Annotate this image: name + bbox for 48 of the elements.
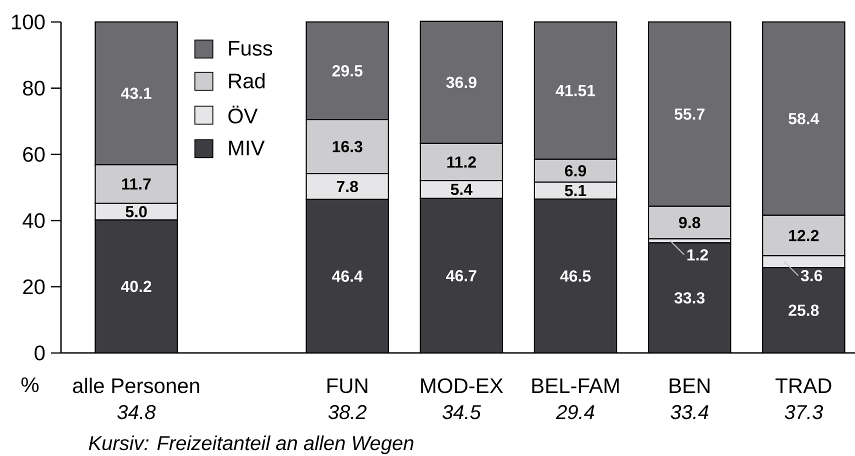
- data-label: 29.5: [332, 65, 362, 76]
- data-label: 5.1: [564, 185, 586, 196]
- data-label: 12.2: [789, 230, 819, 242]
- text: 34.8: [117, 405, 156, 420]
- data-label: 9.8: [679, 216, 700, 228]
- data-label: 25.8: [788, 304, 819, 316]
- data-label: 11.7: [122, 178, 151, 190]
- text: Kursiv: Freizeitanteil an allen Wegen: [88, 435, 414, 454]
- x-tick-label: alle Personen: [72, 378, 200, 394]
- data-label: 7.8: [336, 180, 358, 192]
- legend-label: Rad: [229, 72, 265, 88]
- data-label: 40.2: [120, 280, 152, 292]
- x-tick-label: MOD-EX: [421, 378, 503, 394]
- x-tick-label: BEN: [670, 378, 710, 393]
- data-label: 46.7: [446, 270, 476, 282]
- legend-label: MIV: [229, 140, 265, 156]
- data-label: 11.2: [447, 156, 476, 168]
- text: 38.2: [328, 405, 367, 420]
- y-tick-label: 60: [23, 146, 45, 162]
- data-label: 16.3: [332, 140, 362, 152]
- data-label: 36.9: [446, 76, 476, 88]
- text: 33.4: [670, 405, 708, 420]
- data-label: 3.6: [800, 270, 822, 282]
- text: 34.5: [442, 405, 481, 420]
- data-label: 46.4: [332, 270, 363, 282]
- x-tick-label: FUN: [327, 378, 368, 394]
- data-label: 58.4: [788, 112, 820, 124]
- data-label: 5.0: [126, 206, 147, 218]
- data-label: 1.2: [687, 249, 708, 260]
- data-label: 33.3: [674, 292, 705, 304]
- y-tick-label: 20: [23, 279, 45, 294]
- x-tick-label: BEL-FAM: [532, 378, 619, 393]
- data-label: 55.7: [674, 108, 704, 120]
- data-label: 6.9: [564, 165, 586, 176]
- data-label: 43.1: [120, 88, 152, 99]
- data-label: 5.4: [450, 184, 472, 196]
- data-label: 46.5: [560, 270, 591, 282]
- data-label: 41.51: [556, 85, 596, 96]
- y-tick-label: 0: [34, 346, 45, 360]
- x-tick-label: TRAD: [776, 378, 832, 393]
- y-tick-label: 100: [12, 14, 45, 30]
- y-tick-label: 40: [22, 213, 45, 228]
- y-axis-title: %: [21, 377, 39, 392]
- text: 29.4: [556, 405, 594, 420]
- text: 37.3: [784, 405, 823, 420]
- legend-label: Fuss: [229, 41, 272, 56]
- legend-label: ÖV: [228, 106, 258, 124]
- y-tick-label: 80: [23, 80, 45, 96]
